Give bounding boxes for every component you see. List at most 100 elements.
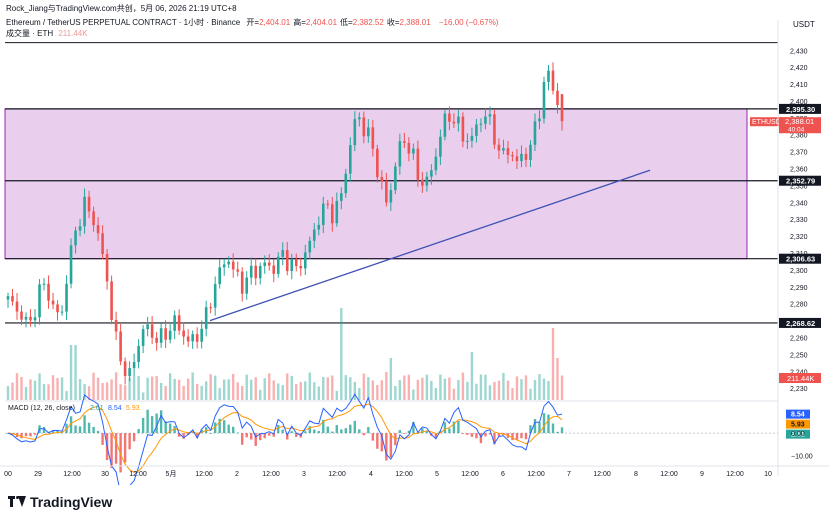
candle-body[interactable]: [511, 155, 514, 157]
candle-body[interactable]: [191, 334, 194, 342]
candle-body[interactable]: [33, 317, 37, 321]
candle-body[interactable]: [236, 269, 240, 272]
macd-value-label[interactable]: [786, 409, 810, 419]
candle-body[interactable]: [403, 141, 406, 143]
candle-body[interactable]: [430, 170, 433, 177]
candle-body[interactable]: [146, 324, 149, 330]
candle-body[interactable]: [371, 127, 375, 149]
candle-body[interactable]: [358, 117, 361, 120]
candle-body[interactable]: [443, 113, 447, 137]
candle-body[interactable]: [398, 141, 402, 167]
candle-body[interactable]: [520, 153, 523, 162]
candle-body[interactable]: [542, 81, 546, 119]
candle-body[interactable]: [335, 200, 339, 224]
candle-body[interactable]: [380, 177, 384, 182]
candle-body[interactable]: [551, 70, 555, 91]
volume-value-label[interactable]: [779, 373, 821, 383]
currency-label[interactable]: USDT: [793, 20, 815, 29]
candle-body[interactable]: [488, 114, 492, 117]
candle-body[interactable]: [69, 245, 73, 284]
signal-value-label[interactable]: [786, 419, 810, 429]
support-trendline[interactable]: [209, 169, 651, 322]
candle-body[interactable]: [6, 296, 10, 300]
candle-body[interactable]: [258, 265, 262, 279]
candle-body[interactable]: [308, 240, 312, 253]
candle-body[interactable]: [168, 330, 172, 340]
candle-body[interactable]: [321, 203, 325, 225]
candle-body[interactable]: [123, 361, 127, 377]
candle-body[interactable]: [204, 307, 208, 329]
candle-body[interactable]: [132, 362, 136, 369]
candle-body[interactable]: [484, 116, 487, 124]
candle-body[interactable]: [538, 118, 541, 122]
macd-line[interactable]: [7, 393, 563, 485]
candle-body[interactable]: [249, 265, 253, 278]
candle-body[interactable]: [195, 334, 199, 342]
candle-body[interactable]: [493, 114, 496, 145]
candle-body[interactable]: [105, 254, 109, 282]
candle-body[interactable]: [290, 259, 294, 272]
candle-body[interactable]: [74, 230, 77, 246]
candle-body[interactable]: [303, 252, 307, 269]
candle-body[interactable]: [385, 181, 388, 203]
candle-body[interactable]: [434, 156, 438, 171]
candle-body[interactable]: [150, 324, 154, 338]
candle-body[interactable]: [394, 166, 397, 191]
candle-body[interactable]: [159, 328, 163, 343]
candle-body[interactable]: [96, 225, 100, 234]
candle-body[interactable]: [42, 283, 46, 285]
candle-body[interactable]: [448, 113, 451, 122]
candle-body[interactable]: [326, 203, 330, 205]
candle-body[interactable]: [475, 124, 478, 136]
candle-body[interactable]: [457, 116, 460, 124]
candle-body[interactable]: [533, 121, 537, 145]
candle-body[interactable]: [389, 190, 393, 203]
candle-body[interactable]: [556, 90, 559, 106]
chart-canvas[interactable]: ETHUSDT.P2,2302,2402,2502,2602,2702,2802…: [0, 0, 829, 485]
symbol-price-tag[interactable]: [750, 117, 788, 127]
candle-body[interactable]: [416, 148, 420, 180]
candle-body[interactable]: [119, 331, 122, 362]
candle-body[interactable]: [299, 265, 303, 269]
candle-body[interactable]: [506, 148, 510, 156]
candle-body[interactable]: [281, 250, 285, 257]
candle-body[interactable]: [497, 144, 501, 151]
candle-body[interactable]: [186, 336, 190, 342]
consolidation-zone[interactable]: [4, 108, 748, 260]
macd-signal-line[interactable]: [7, 403, 563, 473]
candle-body[interactable]: [240, 271, 244, 294]
candle-body[interactable]: [254, 265, 258, 279]
candle-body[interactable]: [182, 330, 185, 337]
last-price-label[interactable]: [779, 117, 821, 134]
candle-body[interactable]: [78, 226, 82, 231]
candle-body[interactable]: [173, 315, 176, 331]
candle-body[interactable]: [524, 153, 528, 160]
candle-body[interactable]: [317, 224, 321, 230]
candle-body[interactable]: [376, 148, 379, 178]
candle-body[interactable]: [155, 337, 158, 343]
candle-body[interactable]: [92, 211, 95, 226]
candle-body[interactable]: [164, 328, 167, 340]
candle-body[interactable]: [128, 368, 131, 377]
candle-body[interactable]: [353, 119, 357, 146]
candle-body[interactable]: [412, 148, 415, 154]
candle-body[interactable]: [110, 281, 113, 320]
candle-body[interactable]: [200, 328, 203, 342]
candle-body[interactable]: [60, 311, 64, 313]
level-price-label[interactable]: [779, 253, 821, 264]
level-price-label[interactable]: [779, 103, 821, 114]
candle-body[interactable]: [452, 121, 456, 124]
candle-body[interactable]: [529, 144, 532, 160]
candle-body[interactable]: [213, 284, 217, 308]
candle-body[interactable]: [425, 176, 429, 186]
candle-body[interactable]: [65, 283, 68, 312]
candle-body[interactable]: [38, 284, 41, 318]
candle-body[interactable]: [51, 300, 55, 305]
candle-body[interactable]: [29, 316, 32, 321]
candle-body[interactable]: [177, 315, 181, 331]
candle-body[interactable]: [272, 265, 276, 274]
candle-body[interactable]: [227, 261, 230, 265]
candle-body[interactable]: [11, 296, 14, 302]
candle-body[interactable]: [330, 204, 334, 224]
candle-body[interactable]: [502, 148, 505, 151]
